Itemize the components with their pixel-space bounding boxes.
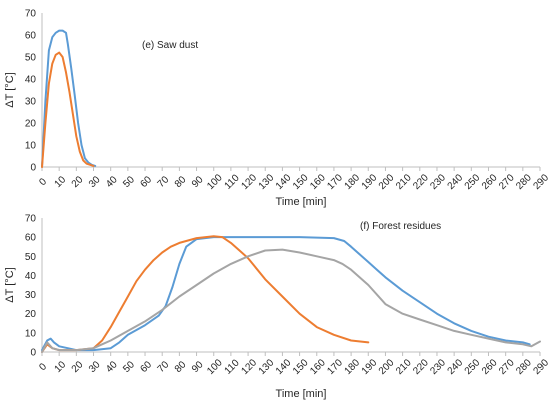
panel-e-y-tick-label: 0 <box>30 163 36 174</box>
panel-f-x-tick-label: 160 <box>308 357 328 377</box>
panel-e-x-tick-label: 160 <box>308 172 328 192</box>
panel-f-x-tick-label: 110 <box>223 357 242 376</box>
panel-e-annotation: (e) Saw dust <box>142 40 198 51</box>
panel-e-x-tick-label: 70 <box>156 174 172 190</box>
panel-f-series-line-3 <box>41 248 541 353</box>
panel-e-x-tick-label: 280 <box>514 172 534 192</box>
panel-f-x-tick-label: 70 <box>156 359 172 375</box>
panel-f-x-tick-label: 130 <box>257 357 277 377</box>
panel-e-x-tick-label: 40 <box>104 174 120 190</box>
panel-e-x-tick-label: 130 <box>257 172 277 192</box>
panel-e-x-tick-label: 140 <box>274 172 294 192</box>
panel-f-x-tick-label: 30 <box>87 359 103 375</box>
panel-f-x-tick-label: 80 <box>173 359 189 375</box>
panel-e-series-line-1 <box>41 29 97 168</box>
panel-e-x-tick-label: 290 <box>531 172 550 192</box>
panel-e-x-tick-label: 270 <box>497 172 517 192</box>
panel-f-x-tick-label: 50 <box>121 359 137 375</box>
panel-e-y-tick-label: 60 <box>25 31 37 42</box>
panel-e-x-tick-label: 170 <box>325 172 345 192</box>
panel-f-y-tick-label: 40 <box>25 271 37 282</box>
panel-e-x-tick-label: 50 <box>121 174 137 190</box>
panel-e-x-tick-label: 250 <box>463 172 483 192</box>
panel-f-x-axis-label: Time [min] <box>276 388 327 400</box>
panel-f-x-tick-label: 220 <box>411 357 431 377</box>
panel-f-x-tick-label: 140 <box>274 357 294 377</box>
panel-e-x-tick-label: 110 <box>223 172 242 191</box>
panel-f-x-tick-label: 270 <box>497 357 517 377</box>
panel-f-x-tick-label: 180 <box>343 357 363 377</box>
panel-f-annotation: (f) Forest residues <box>360 221 441 232</box>
panel-f-x-tick-label: 280 <box>514 357 534 377</box>
panel-e-x-tick-label: 210 <box>394 172 414 192</box>
panel-e-x-tick-label: 150 <box>291 172 311 192</box>
panel-f-x-tick-label: 150 <box>291 357 311 377</box>
panel-f-y-tick-label: 70 <box>25 214 37 225</box>
panel-f-x-tick-label: 290 <box>531 357 550 377</box>
panel-e-x-tick-label: 80 <box>173 174 189 190</box>
panel-e-y-axis-label: ΔT [°C] <box>4 72 16 107</box>
panel-e-x-tick-label: 260 <box>480 172 500 192</box>
panel-e-x-axis-label: Time [min] <box>276 196 327 208</box>
panel-e-y-tick-label: 50 <box>25 53 37 64</box>
panel-e-y-tick-label: 20 <box>25 119 37 130</box>
panel-e-x-tick-label: 220 <box>411 172 431 192</box>
panel-f-y-tick-label: 0 <box>30 348 36 359</box>
panel-f-y-tick-label: 60 <box>25 233 37 244</box>
panel-f-x-tick-label: 170 <box>325 357 345 377</box>
panel-f-x-tick-label: 10 <box>53 359 69 375</box>
panel-e-x-tick-label: 200 <box>377 172 397 192</box>
panel-f-x-tick-label: 90 <box>190 359 206 375</box>
panel-f-x-tick-label: 120 <box>240 357 260 377</box>
panel-e-x-tick-label: 180 <box>343 172 363 192</box>
panel-e-x-tick-label: 10 <box>53 174 69 190</box>
panel-e-x-tick-label: 230 <box>428 172 448 192</box>
panel-e-x-tick-label: 60 <box>138 174 154 190</box>
panel-f-x-tick-label: 40 <box>104 359 120 375</box>
panel-f-y-axis-label: ΔT [°C] <box>4 267 16 302</box>
panel-e-series-line-2 <box>41 51 95 168</box>
panel-e-x-tick-label: 0 <box>37 176 49 188</box>
panel-e-x-tick-label: 20 <box>70 174 86 190</box>
panel-f-y-tick-label: 30 <box>25 290 37 301</box>
panel-f-x-tick-label: 200 <box>377 357 397 377</box>
panel-e-x-tick-label: 90 <box>190 174 206 190</box>
panel-f-x-tick-label: 250 <box>463 357 483 377</box>
panel-e-y-tick-label: 30 <box>25 97 37 108</box>
panel-e-x-tick-label: 100 <box>205 172 225 192</box>
panel-e-x-tick-label: 120 <box>240 172 260 192</box>
panel-f-x-tick-label: 260 <box>480 357 500 377</box>
panel-f-series-line-1 <box>41 236 531 352</box>
panel-e-y-tick-label: 40 <box>25 75 37 86</box>
panel-f-y-tick-label: 10 <box>25 328 37 339</box>
panel-f-series-line-2 <box>41 235 370 353</box>
panel-f-x-tick-label: 20 <box>70 359 86 375</box>
panel-f-x-tick-label: 210 <box>394 357 414 377</box>
panel-f-x-tick-label: 240 <box>446 357 466 377</box>
panel-f-x-tick-label: 60 <box>138 359 154 375</box>
panel-f-x-tick-label: 190 <box>360 357 380 377</box>
panel-e-x-tick-label: 30 <box>87 174 103 190</box>
panel-e-y-tick-label: 10 <box>25 141 37 152</box>
panel-f-y-tick-label: 50 <box>25 252 37 263</box>
panel-e-x-tick-label: 240 <box>446 172 466 192</box>
panel-f-y-tick-label: 20 <box>25 309 37 320</box>
panel-f-x-tick-label: 0 <box>37 361 49 373</box>
panel-e-x-tick-label: 190 <box>360 172 380 192</box>
panel-e-y-tick-label: 70 <box>25 9 37 20</box>
panel-f-x-tick-label: 230 <box>428 357 448 377</box>
panel-f-x-tick-label: 100 <box>205 357 225 377</box>
